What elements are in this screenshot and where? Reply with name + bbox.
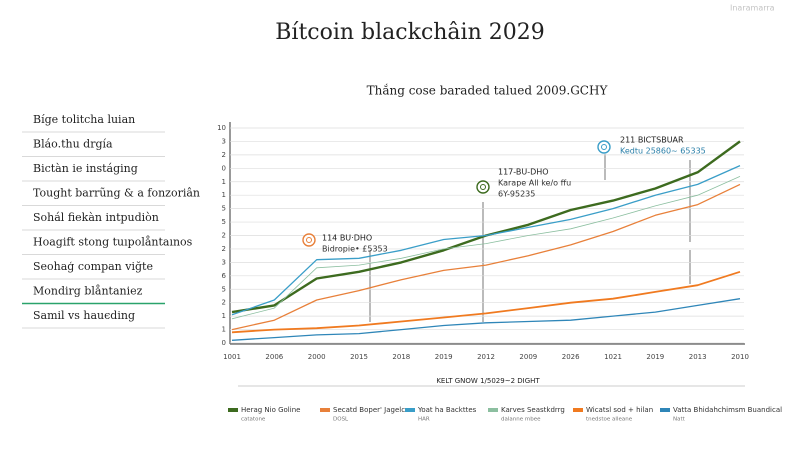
series-line [231,165,741,316]
callout-icon [302,233,316,247]
x-tick-label: 2018 [392,353,410,361]
sidebar-item: Bláo.thu drgía [33,138,113,151]
x-tick-label: 2012 [477,353,495,361]
annotation-text: Karape All ke/o ffu [498,179,571,188]
legend-label: Vatta Bhidahchimsm Buandical [673,406,782,414]
legend-swatch [660,408,670,412]
legend-swatch [320,408,330,412]
y-tick-label: 1 [222,191,226,199]
legend-swatch [405,408,415,412]
callout-icon [476,180,490,194]
legend-label: Secatd Boper' Jagelcs [333,406,409,414]
x-tick-label: 2006 [265,353,283,361]
y-tick-label: 3 [222,137,226,145]
y-tick-label: 6 [222,272,227,280]
legend-note: Natt [673,417,686,423]
y-tick-label: 2 [222,299,226,307]
legend-note: HAR [418,417,430,423]
annotation-text: 117-BU-DHO [498,168,549,177]
sidebar-item: Tought barrũng & a fonzoriân [33,187,200,200]
y-tick-label: 1 [222,312,226,320]
series-line [231,176,741,320]
annotation-text: 211 BICTSBUAR [620,136,684,145]
series-line [231,140,741,314]
callout-icon-dot [601,144,607,150]
x-tick-label: 2013 [689,353,707,361]
brand: Inaramarra [730,4,775,13]
sidebar-item: Seohaģ compan viğte [33,260,153,273]
x-tick-label: 2000 [308,353,326,361]
legend-swatch [488,408,498,412]
y-tick-label: 0 [222,164,226,172]
sidebar-item: Mondirg blåntaniez [33,285,143,298]
annotation-text: Kedtu 25860~ 65335 [620,147,706,156]
legend-label: Karves Seastkdrrg [501,406,565,414]
callout-icon-dot [306,237,312,243]
x-tick-label: 2009 [519,353,537,361]
chart-title: Bítcoin blackchâin 2029 [275,20,545,45]
legend-note: DOSL [333,417,349,423]
x-tick-label: 2015 [350,353,368,361]
y-tick-label: 5 [222,205,226,213]
sidebar-item: Samil vs hauєding [33,309,135,322]
chart-subtitle: Thắng cose baraded talued 2009.GCHY [367,83,609,98]
x-tick-label: 2019 [646,353,664,361]
x-tick-label: 2026 [562,353,580,361]
y-tick-label: 3 [222,258,226,266]
x-axis-label: KELT GNOW 1/5029~2 DIGHT [436,377,540,385]
legend-note: catatone [241,417,266,423]
sidebar-item: Bíge tolitcha luian [33,113,135,126]
series-line [231,298,741,341]
x-tick-label: 1001 [223,353,241,361]
annotation-text: 114 BU·DHO [322,234,372,243]
legend-label: Herag Nio Goline [241,406,300,414]
annotation-text: Bidropie• £5353 [322,245,388,254]
callout-icon-dot [480,184,486,190]
y-tick-label: 5 [222,218,226,226]
x-tick-label: 2019 [435,353,453,361]
y-tick-label: 5 [222,285,226,293]
y-tick-label: 10 [217,124,226,132]
series-line [231,183,741,331]
y-tick-label: 1 [222,326,226,334]
annotation-text: 6Y-95235 [498,190,535,199]
series-line [231,270,741,334]
sidebar-item: Sohál fiekàn intpudiòn [33,211,159,224]
legend-swatch [228,408,238,412]
callout-icon [597,140,611,154]
y-tick-label: 2 [222,151,226,159]
legend-note: dalanne mbee [501,417,541,423]
legend-label: Yoat ha Backttes [417,406,477,414]
legend-swatch [573,408,583,412]
sidebar-item: Bictàn ie instáging [33,162,138,175]
legend-note: tnedstoe alleane [586,417,633,423]
sidebar-item: Hoagift stong tuıpolåntaınos [33,236,193,249]
y-tick-label: 2 [222,245,226,253]
y-tick-label: 1 [222,178,226,186]
x-tick-label: 1021 [604,353,622,361]
y-tick-label: 0 [222,339,226,347]
y-tick-label: 2 [222,232,226,240]
x-tick-label: 2010 [731,353,749,361]
legend-label: Wicatsl sod + hilan [586,406,653,414]
